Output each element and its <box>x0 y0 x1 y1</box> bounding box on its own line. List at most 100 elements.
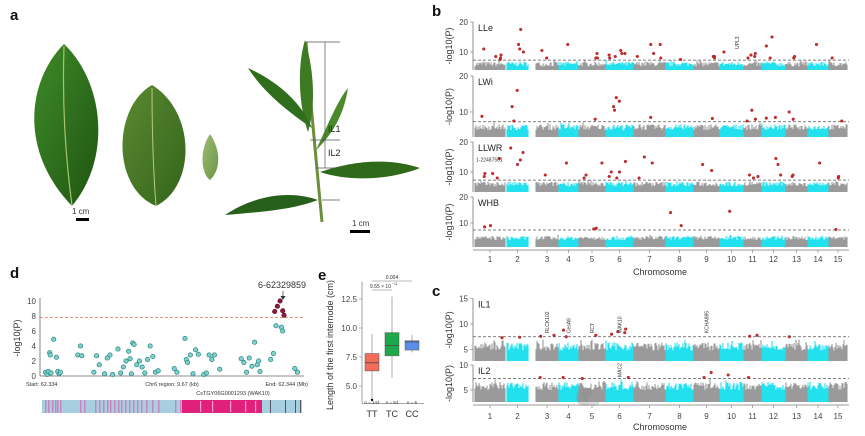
gene-body-wak10 <box>182 400 262 413</box>
genotype-label: TT <box>367 409 378 419</box>
significant-snp <box>751 176 756 180</box>
significant-snp <box>612 108 617 112</box>
manhattan-IL1: 5 10 15 -log10(P) IL1 RLCK102 CesA9 RCT WAK10 KCH… <box>444 295 849 361</box>
significant-snp <box>753 51 757 56</box>
chromosome-tick-label: 12 <box>769 412 778 421</box>
lead-snp-point <box>281 312 287 318</box>
trait-label: IL2 <box>478 366 491 376</box>
genotype-boxplot: 5.0 7.5 10.0 12.5 Length of the first intern… <box>325 275 424 419</box>
significant-snp <box>818 161 822 165</box>
significant-snp <box>584 173 588 177</box>
snp-point <box>147 343 153 349</box>
significant-snp <box>702 375 706 380</box>
significant-snp <box>726 373 730 377</box>
y-axis-label: -log10(P) <box>444 148 454 185</box>
snp-point <box>155 368 161 374</box>
chromosome-tick-label: 14 <box>814 412 823 421</box>
variant-stripe <box>180 400 182 413</box>
lead-snp-point <box>277 298 283 304</box>
il1-label: IL1 <box>328 124 341 134</box>
lead-snp-label: 6-62329859 <box>258 280 306 290</box>
sample-size-label: n = 144 <box>364 400 380 405</box>
medium-leaf <box>122 85 186 207</box>
region-end-label: End: 62.344 (Mb) <box>266 382 309 388</box>
gene-annotation: RLCK102 <box>545 311 551 333</box>
snp-point <box>174 369 180 375</box>
significant-snp <box>483 225 487 229</box>
y-tick-label: 10 <box>459 219 468 228</box>
significant-snp <box>837 174 841 179</box>
variant-stripe <box>270 400 271 413</box>
significant-snp <box>607 174 611 179</box>
snp-point <box>51 336 57 342</box>
variant-stripe <box>57 400 59 413</box>
y-tick-label: 7.5 <box>346 353 358 362</box>
snp-point <box>257 368 263 375</box>
manhattan-IL2: 5 10 -log10(P) IL2 MAC2 <box>444 361 849 402</box>
snp-point <box>270 350 276 357</box>
p-value-tt-tc: 9.55 × 10 <box>370 284 391 290</box>
trait-label: IL1 <box>478 300 491 310</box>
significant-snp <box>747 173 751 177</box>
significant-snp <box>500 336 504 340</box>
gene-annotation: CesA9 <box>567 318 573 333</box>
snp-point <box>256 358 262 364</box>
snp-point <box>206 352 212 358</box>
significant-snp <box>830 56 834 60</box>
snp-point <box>96 362 102 368</box>
significant-snp <box>659 56 663 60</box>
snp-point <box>185 359 191 366</box>
variant-stripe <box>158 400 160 413</box>
significant-snp <box>623 331 627 335</box>
significant-snp <box>595 51 599 56</box>
y-tick-label: 15 <box>459 295 468 304</box>
significant-snp <box>791 117 795 121</box>
gene-annotation: MAC2 <box>618 363 624 377</box>
chromosome-tick-label: 8 <box>677 412 682 421</box>
variant-stripe <box>60 400 62 413</box>
y-tick-label: 5 <box>464 346 469 355</box>
lead-snp-point <box>274 303 280 309</box>
trait-label: LLWR <box>478 143 503 153</box>
y-tick-label: 10.0 <box>341 324 357 333</box>
chromosome-tick-label: 1 <box>488 255 493 264</box>
snp-point <box>268 356 274 363</box>
large-leaf <box>34 44 99 207</box>
variant-stripe <box>52 400 54 413</box>
variant-stripe <box>285 400 286 413</box>
y-tick-label: 10 <box>459 48 468 57</box>
y-axis-label: -log10(P) <box>444 365 454 402</box>
significant-snp <box>616 330 620 334</box>
snp-point <box>123 358 129 364</box>
significant-snp <box>561 328 566 332</box>
snp-point <box>134 362 140 368</box>
significant-snp <box>749 53 753 57</box>
scale-bar-label-left: 1 cm <box>72 207 90 216</box>
variant-stripe <box>141 400 143 413</box>
significant-snp <box>668 211 673 215</box>
significant-snp <box>840 119 844 123</box>
snp-point <box>118 370 124 376</box>
significant-snp <box>561 375 565 380</box>
significant-snp <box>678 57 683 62</box>
variant-stripe <box>295 400 296 413</box>
y-tick-label: 10 <box>459 361 468 370</box>
significant-snp <box>582 176 586 180</box>
significant-snp <box>539 334 543 338</box>
snp-point <box>79 353 85 359</box>
significant-snp <box>552 333 556 337</box>
manhattan-LLWR: 10 20 -log10(P) LLWR 1-22487501 <box>444 138 849 192</box>
variant-stripe <box>107 400 109 413</box>
significant-snp <box>512 119 516 123</box>
snp-point <box>238 356 244 362</box>
significant-snp <box>709 370 713 375</box>
variant-stripe <box>137 400 139 413</box>
significant-snp <box>488 224 493 228</box>
gene-label: CsTGY06G0001293 (WAK10) <box>196 391 270 397</box>
chromosome-tick-label: 2 <box>515 255 520 264</box>
snp-point <box>144 356 151 363</box>
significant-snp <box>635 54 639 59</box>
significant-snp <box>609 170 613 174</box>
significant-snp <box>617 170 622 174</box>
chromosome-tick-label: 2 <box>515 412 520 421</box>
